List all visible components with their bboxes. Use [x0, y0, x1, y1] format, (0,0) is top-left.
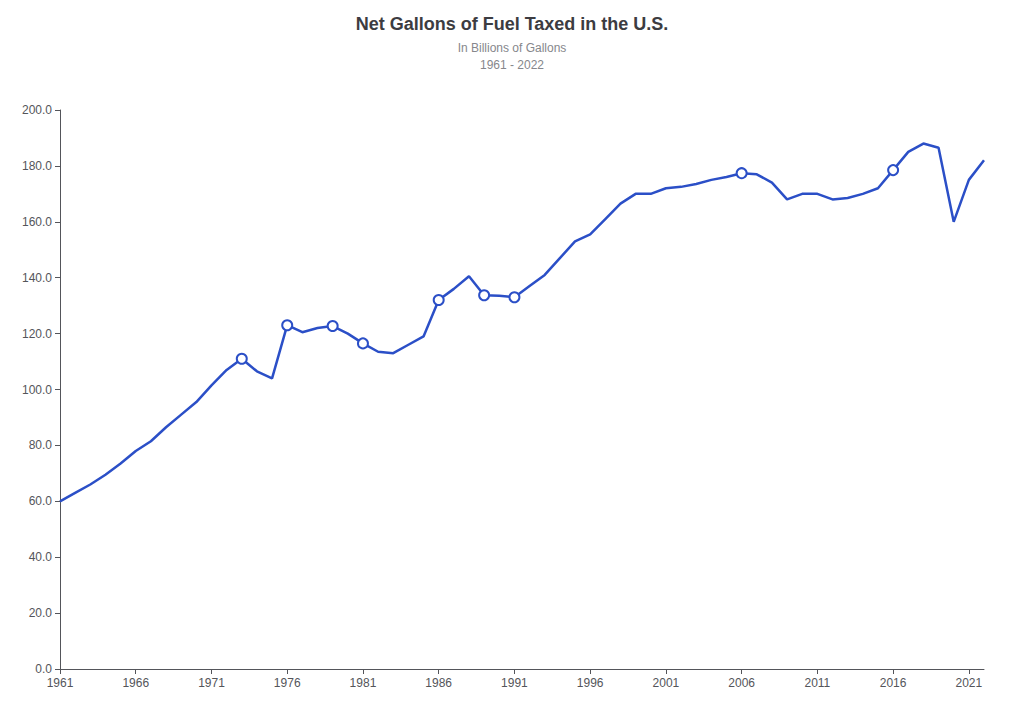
svg-text:1966: 1966 — [123, 431, 147, 443]
svg-text:100.0: 100.0 — [22, 383, 52, 397]
svg-text:0.0: 0.0 — [35, 662, 52, 676]
svg-text:1991: 1991 — [502, 278, 526, 290]
svg-text:1971: 1971 — [198, 676, 225, 690]
svg-text:140.0: 140.0 — [22, 271, 52, 285]
svg-text:2016: 2016 — [881, 151, 905, 163]
svg-text:1973: 1973 — [228, 257, 255, 271]
svg-text:2006: 2006 — [729, 154, 753, 166]
svg-text:2011: 2011 — [804, 676, 830, 690]
svg-text:1976: 1976 — [274, 676, 301, 690]
svg-text:200.0: 200.0 — [22, 103, 52, 117]
svg-text:111.0 Gal: 111.0 Gal — [219, 303, 265, 315]
svg-text:2007: 2007 — [743, 217, 770, 231]
svg-text:133.7 Gal: 133.7 Gal — [460, 240, 508, 252]
svg-text:OPEC Embargo: OPEC Embargo — [202, 273, 281, 285]
svg-text:2011: 2011 — [806, 174, 830, 186]
svg-text:60.0: 60.0 — [29, 494, 53, 508]
svg-text:U.S. Embargo: U.S. Embargo — [298, 386, 367, 398]
svg-text:2016: 2016 — [880, 676, 907, 690]
svg-text:1971: 1971 — [199, 366, 223, 378]
svg-text:120.0: 120.0 — [22, 327, 52, 341]
svg-text:180.0: 180.0 — [22, 159, 52, 173]
svg-text:1986: 1986 — [426, 281, 450, 293]
svg-text:160.0: 160.0 — [22, 215, 52, 229]
svg-text:2020: 2020 — [940, 265, 967, 279]
svg-text:122.7 Gal: 122.7 Gal — [309, 416, 357, 428]
svg-text:1986: 1986 — [425, 676, 452, 690]
svg-text:1976: 1976 — [275, 306, 299, 318]
svg-text:1961: 1961 — [48, 482, 72, 494]
svg-text:Economic: Economic — [460, 210, 509, 222]
svg-text:1966: 1966 — [122, 676, 149, 690]
svg-text:2021: 2021 — [956, 676, 983, 690]
svg-text:40.0: 40.0 — [29, 550, 53, 564]
svg-text:20.0: 20.0 — [29, 606, 53, 620]
svg-text:on U.S: on U.S — [225, 288, 259, 300]
svg-text:Recession: Recession — [458, 225, 509, 237]
svg-text:177.4 Gal: 177.4 Gal — [733, 264, 781, 276]
svg-text:Net Gallons of Fuel Taxed in t: Net Gallons of Fuel Taxed in the U.S. — [356, 14, 669, 34]
svg-text:on Iran: on Iran — [316, 401, 350, 413]
svg-text:1991: 1991 — [501, 676, 528, 690]
svg-text:2001: 2001 — [654, 169, 678, 181]
svg-text:Economic: Economic — [733, 234, 782, 246]
svg-text:In Billions of Gallons: In Billions of Gallons — [458, 41, 567, 55]
svg-text:2001: 2001 — [653, 676, 680, 690]
svg-text:1989: 1989 — [471, 193, 498, 207]
svg-text:1979: 1979 — [319, 369, 346, 383]
svg-text:1996: 1996 — [578, 215, 602, 227]
svg-text:1996: 1996 — [577, 676, 604, 690]
svg-text:1981: 1981 — [350, 676, 377, 690]
svg-text:1981: 1981 — [351, 324, 375, 336]
svg-text:2006: 2006 — [728, 676, 755, 690]
svg-text:Pandemic: Pandemic — [929, 281, 978, 293]
svg-text:80.0: 80.0 — [29, 438, 53, 452]
svg-text:Downturn: Downturn — [733, 249, 780, 261]
svg-text:1961 - 2022: 1961 - 2022 — [480, 58, 544, 72]
svg-text:1961: 1961 — [47, 676, 74, 690]
